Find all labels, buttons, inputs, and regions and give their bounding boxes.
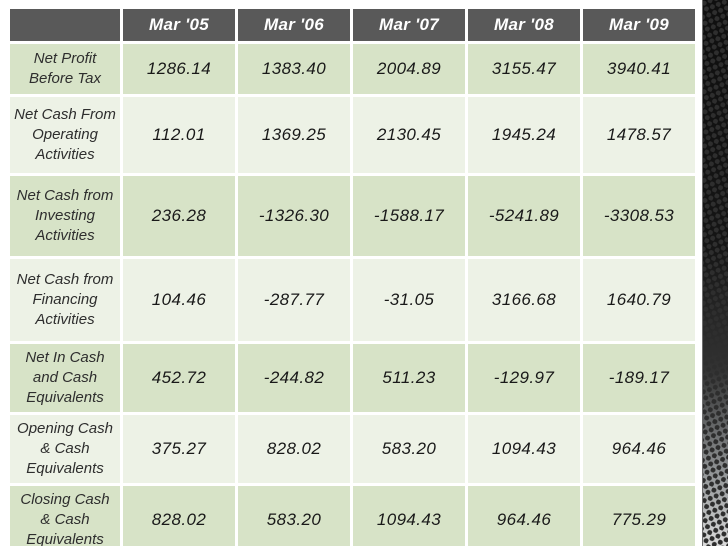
table-row: Closing Cash & Cash Equivalents 828.02 5…: [10, 486, 695, 546]
cell-value: -31.05: [353, 259, 465, 341]
table-row: Net Cash from Financing Activities 104.4…: [10, 259, 695, 341]
cell-value: -3308.53: [583, 176, 695, 256]
cell-value: 964.46: [468, 486, 580, 546]
cell-value: 3940.41: [583, 44, 695, 94]
table-row: Net Cash From Operating Activities 112.0…: [10, 97, 695, 173]
cell-value: 775.29: [583, 486, 695, 546]
cell-value: -1588.17: [353, 176, 465, 256]
cell-value: 1945.24: [468, 97, 580, 173]
header-col-mar05: Mar '05: [123, 9, 235, 41]
cell-value: 3155.47: [468, 44, 580, 94]
table-row: Net Cash from Investing Activities 236.2…: [10, 176, 695, 256]
cell-value: -1326.30: [238, 176, 350, 256]
cell-value: 375.27: [123, 415, 235, 483]
cell-value: 583.20: [353, 415, 465, 483]
header-corner-cell: [10, 9, 120, 41]
cell-value: 112.01: [123, 97, 235, 173]
cell-value: 236.28: [123, 176, 235, 256]
row-label: Net In Cash and Cash Equivalents: [10, 344, 120, 412]
cell-value: -287.77: [238, 259, 350, 341]
cell-value: 1094.43: [353, 486, 465, 546]
cell-value: 1383.40: [238, 44, 350, 94]
cell-value: 828.02: [123, 486, 235, 546]
cell-value: 452.72: [123, 344, 235, 412]
cash-flow-table: Mar '05 Mar '06 Mar '07 Mar '08 Mar '09 …: [7, 6, 698, 546]
cell-value: 2130.45: [353, 97, 465, 173]
cell-value: 1369.25: [238, 97, 350, 173]
woven-dots-texture: [703, 0, 728, 546]
cell-value: 964.46: [583, 415, 695, 483]
cell-value: 1640.79: [583, 259, 695, 341]
row-label: Closing Cash & Cash Equivalents: [10, 486, 120, 546]
cell-value: 2004.89: [353, 44, 465, 94]
header-col-mar06: Mar '06: [238, 9, 350, 41]
row-label: Net Cash from Financing Activities: [10, 259, 120, 341]
table-row: Opening Cash & Cash Equivalents 375.27 8…: [10, 415, 695, 483]
cell-value: 511.23: [353, 344, 465, 412]
table-row: Net In Cash and Cash Equivalents 452.72 …: [10, 344, 695, 412]
row-label: Net Profit Before Tax: [10, 44, 120, 94]
slide-background-texture: [702, 0, 728, 546]
table-header-row: Mar '05 Mar '06 Mar '07 Mar '08 Mar '09: [10, 9, 695, 41]
cell-value: -5241.89: [468, 176, 580, 256]
header-col-mar07: Mar '07: [353, 9, 465, 41]
row-label: Net Cash from Investing Activities: [10, 176, 120, 256]
cell-value: 583.20: [238, 486, 350, 546]
cell-value: 104.46: [123, 259, 235, 341]
cell-value: 1094.43: [468, 415, 580, 483]
cell-value: 1478.57: [583, 97, 695, 173]
header-col-mar08: Mar '08: [468, 9, 580, 41]
cell-value: 3166.68: [468, 259, 580, 341]
row-label: Net Cash From Operating Activities: [10, 97, 120, 173]
cell-value: -129.97: [468, 344, 580, 412]
cell-value: -244.82: [238, 344, 350, 412]
cell-value: 828.02: [238, 415, 350, 483]
cell-value: 1286.14: [123, 44, 235, 94]
table-row: Net Profit Before Tax 1286.14 1383.40 20…: [10, 44, 695, 94]
cell-value: -189.17: [583, 344, 695, 412]
row-label: Opening Cash & Cash Equivalents: [10, 415, 120, 483]
header-col-mar09: Mar '09: [583, 9, 695, 41]
